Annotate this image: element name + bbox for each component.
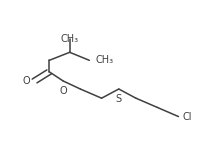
Text: O: O (23, 76, 30, 86)
Text: O: O (59, 86, 67, 96)
Text: Cl: Cl (183, 112, 192, 122)
Text: CH₃: CH₃ (61, 34, 79, 44)
Text: S: S (116, 94, 122, 104)
Text: CH₃: CH₃ (96, 55, 114, 65)
